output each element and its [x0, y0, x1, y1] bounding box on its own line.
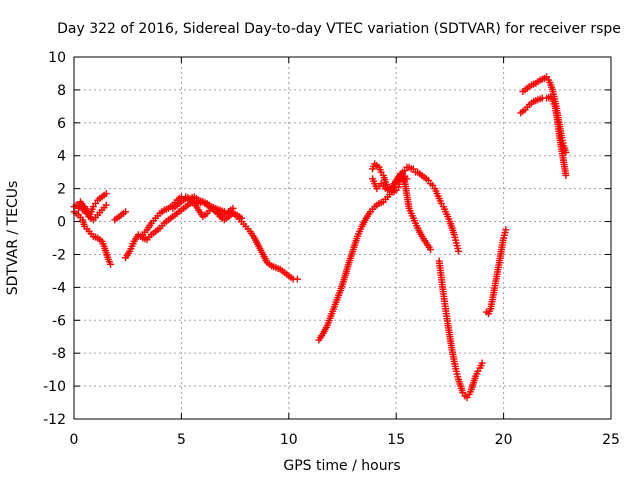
data-point: [102, 190, 110, 198]
y-tick-label: -8: [52, 346, 66, 362]
x-tick-label: 5: [177, 432, 186, 448]
data-points: [70, 73, 570, 402]
y-tick-label: 8: [57, 83, 66, 99]
x-axis-label: GPS time / hours: [283, 458, 400, 474]
chart-title: Day 322 of 2016, Sidereal Day-to-day VTE…: [57, 21, 621, 37]
x-tick-label: 10: [280, 432, 298, 448]
plot-frame: [73, 56, 612, 420]
y-tick-labels: -12 -10 -8 -6 -4 -2 0 2 4 6 8 10: [43, 50, 66, 428]
data-point: [478, 359, 486, 367]
x-tick-label: 15: [387, 432, 405, 448]
data-point: [454, 247, 462, 255]
y-tick-label: -10: [43, 379, 66, 395]
y-tick-label: 0: [57, 215, 66, 231]
data-point: [238, 214, 246, 222]
data-point: [122, 208, 130, 216]
data-point: [427, 246, 435, 254]
y-tick-label: 10: [48, 50, 66, 66]
y-tick-label: -2: [52, 247, 66, 263]
data-point: [562, 171, 570, 179]
x-tick-label: 0: [70, 432, 79, 448]
data-point: [403, 175, 411, 183]
y-tick-label: -12: [43, 412, 66, 428]
y-tick-label: -6: [52, 313, 66, 329]
data-point: [107, 260, 115, 268]
x-tick-label: 20: [495, 432, 513, 448]
y-tick-label: -4: [52, 280, 66, 296]
y-tick-label: 2: [57, 182, 66, 198]
y-axis-label: SDTVAR / TECUs: [5, 181, 21, 296]
data-point: [502, 226, 510, 234]
x-tick-label: 25: [602, 432, 620, 448]
data-point: [562, 148, 570, 156]
x-tick-labels: 0 5 10 15 20 25: [70, 432, 620, 448]
data-point: [102, 201, 110, 209]
y-tick-label: 4: [57, 149, 66, 165]
y-tick-label: 6: [57, 116, 66, 132]
grid: [73, 56, 612, 420]
data-point: [293, 275, 301, 283]
